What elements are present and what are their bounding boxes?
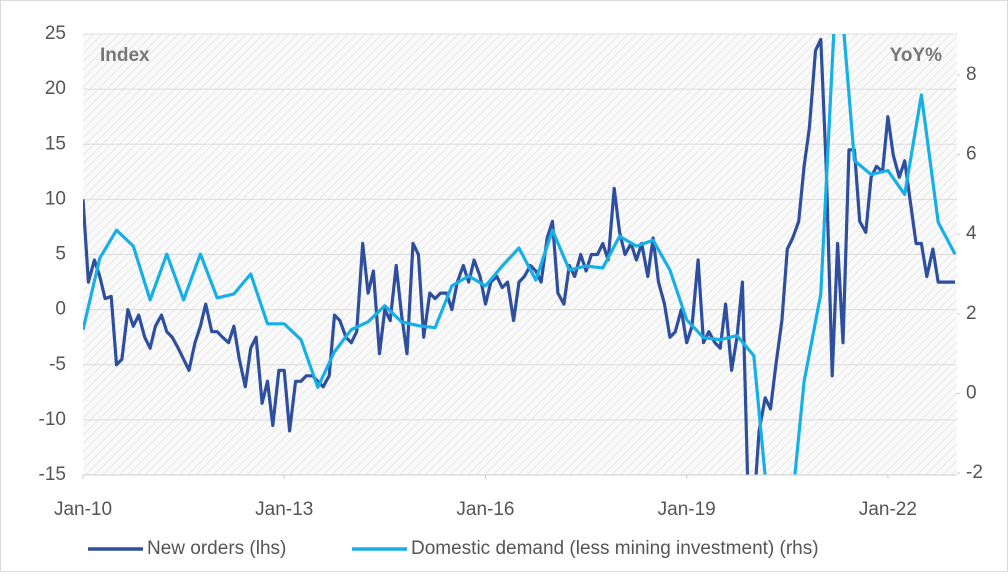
y-tick-label: 20 (45, 78, 66, 99)
y-tick-label: 0 (55, 299, 66, 320)
y-tick-label: -10 (39, 409, 66, 430)
x-tick-label: Jan-10 (54, 499, 112, 520)
y-tick-label: 25 (45, 23, 66, 44)
x-tick-label: Jan-19 (658, 499, 716, 520)
x-tick-label: Jan-16 (456, 499, 514, 520)
y-tick-label: 15 (45, 133, 66, 154)
series-line (83, 37, 955, 475)
y-tick-label: -15 (39, 464, 66, 485)
y2-tick-label: 4 (966, 223, 977, 244)
y-tick-label: 5 (55, 244, 66, 265)
y-axis-label: Index (100, 45, 150, 66)
y2-tick-label: 6 (966, 144, 977, 165)
y-tick-label: -5 (49, 354, 66, 375)
x-tick-label: Jan-22 (859, 499, 917, 520)
legend-label: Domestic demand (less mining investment)… (411, 538, 819, 559)
series-line (83, 34, 957, 475)
y2-tick-label: 2 (966, 303, 977, 324)
y-tick-label: 10 (45, 188, 66, 209)
y2-tick-label: 8 (966, 64, 977, 85)
y2-axis-label: YoY% (890, 45, 943, 66)
y2-tick-label: -2 (966, 462, 983, 483)
y2-tick-label: 0 (966, 382, 977, 403)
x-tick-label: Jan-13 (255, 499, 313, 520)
legend-label: New orders (lhs) (147, 538, 286, 559)
